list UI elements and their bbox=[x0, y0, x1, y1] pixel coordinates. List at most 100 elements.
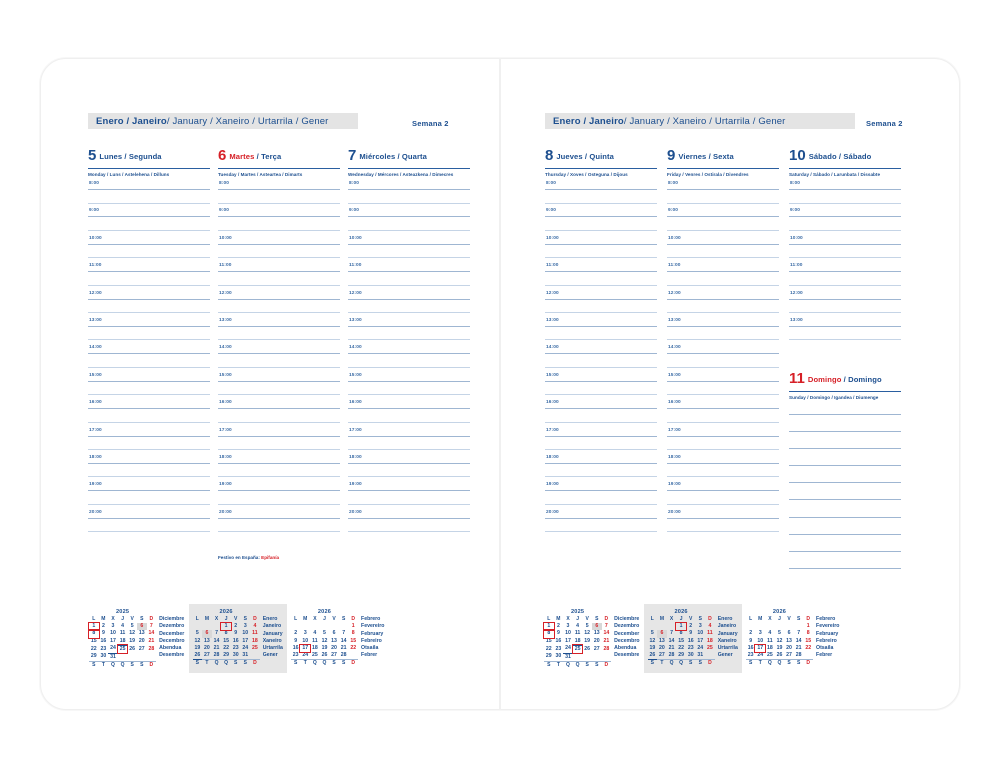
calendar-day[interactable]: 22 bbox=[350, 644, 357, 651]
day-column-saturday[interactable]: 10 Sábado / Sábado Saturday / Sábado / La… bbox=[789, 147, 901, 344]
time-slot[interactable]: 13:00 bbox=[88, 316, 210, 343]
calendar-day[interactable]: 28 bbox=[340, 652, 347, 659]
time-slot[interactable]: 17:00 bbox=[545, 426, 657, 453]
calendar-day[interactable]: 30 bbox=[687, 652, 694, 659]
time-slot[interactable]: 10:00 bbox=[88, 234, 210, 261]
calendar-day[interactable]: 16 bbox=[747, 644, 754, 651]
calendar-day[interactable]: 24 bbox=[108, 645, 118, 654]
time-slot[interactable]: 16:00 bbox=[667, 399, 779, 426]
time-slot[interactable]: 8:00 bbox=[789, 180, 901, 207]
calendar-day[interactable]: 13 bbox=[659, 637, 665, 644]
calendar-day[interactable]: 10 bbox=[697, 630, 704, 637]
calendar-day[interactable]: 24 bbox=[697, 644, 704, 651]
time-slot[interactable]: 12:00 bbox=[789, 289, 901, 316]
time-slot[interactable]: 13:00 bbox=[348, 316, 470, 343]
calendar-day[interactable]: 19 bbox=[321, 644, 328, 651]
calendar-day[interactable]: 8 bbox=[543, 630, 554, 638]
calendar-day[interactable]: 12 bbox=[776, 637, 783, 644]
calendar-day[interactable]: 25 bbox=[572, 645, 583, 654]
time-slot[interactable]: 11:00 bbox=[667, 262, 779, 289]
calendar-day[interactable]: 8 bbox=[224, 630, 228, 637]
calendar-day[interactable]: 16 bbox=[555, 637, 562, 644]
calendar-day[interactable]: 4 bbox=[708, 623, 712, 630]
time-slot[interactable]: 15:00 bbox=[88, 371, 210, 398]
calendar-day[interactable]: 16 bbox=[292, 644, 299, 651]
calendar-day[interactable]: 26 bbox=[776, 652, 783, 659]
calendar-day[interactable]: 7 bbox=[670, 630, 673, 637]
calendar-day[interactable]: 23 bbox=[232, 644, 239, 651]
calendar-day[interactable]: 6 bbox=[332, 630, 336, 637]
ruled-line[interactable] bbox=[789, 540, 901, 557]
calendar-day[interactable]: 28 bbox=[213, 652, 220, 659]
calendar-day[interactable]: 12 bbox=[194, 637, 201, 644]
calendar-day[interactable]: 18 bbox=[766, 644, 773, 651]
time-slot[interactable]: 16:00 bbox=[545, 399, 657, 426]
time-slot[interactable]: 13:00 bbox=[545, 316, 657, 343]
time-slot[interactable]: 14:00 bbox=[545, 344, 657, 371]
time-slot[interactable]: 15:00 bbox=[218, 371, 340, 398]
calendar-day[interactable]: 23 bbox=[555, 645, 562, 652]
calendar-day[interactable]: 8 bbox=[679, 630, 683, 637]
calendar-day[interactable]: 15 bbox=[678, 637, 684, 644]
time-slot[interactable]: 20:00 bbox=[218, 508, 340, 535]
calendar-day[interactable]: 27 bbox=[786, 652, 792, 659]
time-slot[interactable]: 8:00 bbox=[218, 180, 340, 207]
calendar-day[interactable]: 3 bbox=[111, 623, 115, 630]
calendar-day[interactable]: 20 bbox=[659, 644, 665, 651]
calendar-day[interactable]: 2 bbox=[689, 623, 693, 630]
calendar-day[interactable]: 20 bbox=[138, 637, 145, 644]
time-slot[interactable]: 9:00 bbox=[88, 207, 210, 234]
calendar-day[interactable]: 14 bbox=[795, 637, 802, 644]
time-slot[interactable]: 11:00 bbox=[348, 262, 470, 289]
time-slot[interactable]: 8:00 bbox=[545, 180, 657, 207]
calendar-day[interactable]: 9 bbox=[556, 630, 560, 637]
time-slot[interactable]: 10:00 bbox=[789, 234, 901, 261]
calendar-day[interactable]: 10 bbox=[302, 637, 309, 644]
calendar-day[interactable]: 10 bbox=[110, 630, 116, 637]
calendar-day[interactable]: 9 bbox=[294, 637, 298, 644]
calendar-day[interactable]: 24 bbox=[302, 652, 309, 659]
time-slot[interactable]: 11:00 bbox=[545, 262, 657, 289]
calendar-day[interactable]: 1 bbox=[88, 623, 99, 631]
calendar-day[interactable]: 14 bbox=[213, 637, 220, 644]
time-slot[interactable]: 20:00 bbox=[667, 508, 779, 535]
time-slot[interactable]: 18:00 bbox=[348, 453, 470, 480]
time-slot[interactable]: 13:00 bbox=[789, 316, 901, 343]
time-slots-saturday[interactable]: 8:00 9:00 10:00 11:00 12:00 13:00 bbox=[789, 180, 901, 344]
calendar-day[interactable]: 14 bbox=[340, 637, 347, 644]
ruled-line[interactable] bbox=[789, 437, 901, 454]
calendar-day[interactable]: 11 bbox=[574, 630, 581, 637]
calendar-day[interactable]: 4 bbox=[576, 623, 580, 630]
time-slot[interactable]: 8:00 bbox=[348, 180, 470, 207]
calendar-day[interactable]: 1 bbox=[221, 623, 231, 631]
time-slot[interactable]: 19:00 bbox=[667, 481, 779, 508]
calendar-day[interactable]: 22 bbox=[223, 644, 229, 651]
calendar-day[interactable]: 21 bbox=[668, 644, 675, 651]
calendar-day[interactable]: 28 bbox=[603, 645, 610, 652]
calendar-day[interactable]: 13 bbox=[331, 637, 337, 644]
calendar-day[interactable]: 11 bbox=[767, 637, 773, 644]
time-slot[interactable]: 17:00 bbox=[667, 426, 779, 453]
calendar-day[interactable]: 9 bbox=[689, 630, 693, 637]
calendar-day[interactable]: 11 bbox=[252, 630, 258, 637]
time-slot[interactable]: 20:00 bbox=[348, 508, 470, 535]
calendar-day[interactable]: 15 bbox=[223, 637, 229, 644]
time-slots-friday[interactable]: 8:00 9:00 10:00 11:00 12:00 13:00 14:00 15:00 16… bbox=[667, 180, 779, 536]
time-slot[interactable]: 15:00 bbox=[348, 371, 470, 398]
calendar-day[interactable]: 29 bbox=[90, 653, 97, 660]
time-slot[interactable]: 18:00 bbox=[545, 453, 657, 480]
time-slot[interactable]: 12:00 bbox=[667, 289, 779, 316]
calendar-day[interactable]: 2 bbox=[556, 623, 560, 630]
time-slot[interactable]: 9:00 bbox=[667, 207, 779, 234]
calendar-day[interactable]: 31 bbox=[110, 653, 116, 660]
calendar-day[interactable]: 15 bbox=[805, 637, 812, 644]
calendar-day[interactable]: 4 bbox=[768, 630, 772, 637]
ruled-line[interactable] bbox=[789, 506, 901, 523]
time-slot[interactable]: 19:00 bbox=[545, 481, 657, 508]
calendar-day[interactable]: 1 bbox=[543, 623, 554, 631]
calendar-day[interactable]: 2 bbox=[294, 630, 298, 637]
time-slot[interactable]: 11:00 bbox=[218, 262, 340, 289]
time-slot[interactable]: 11:00 bbox=[88, 262, 210, 289]
time-slot[interactable]: 9:00 bbox=[545, 207, 657, 234]
calendar-day[interactable]: 8 bbox=[806, 630, 810, 637]
